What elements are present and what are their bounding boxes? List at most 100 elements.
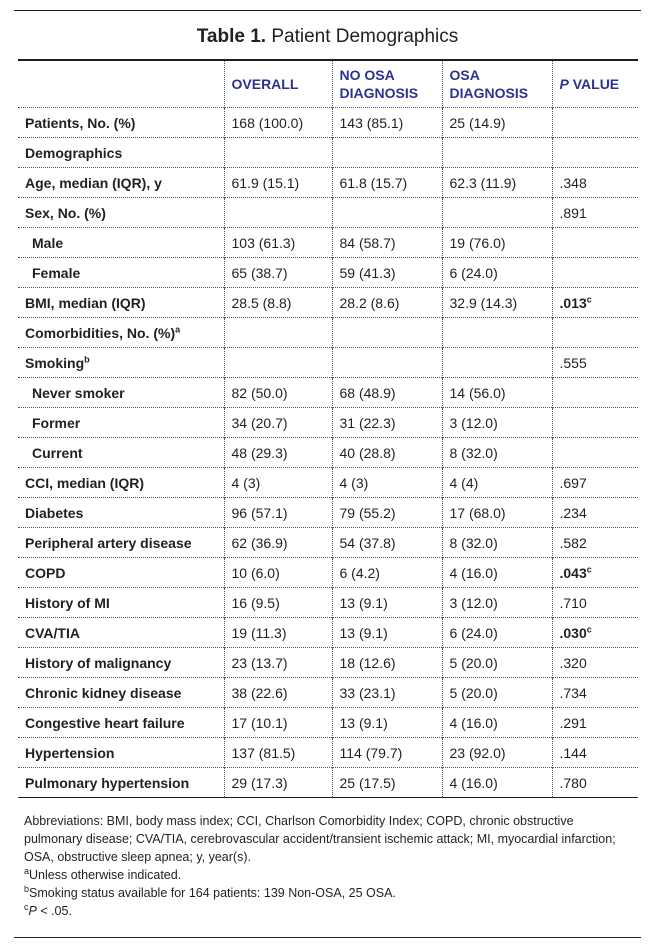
row-label-text: Sex, No. (%) [25,204,106,221]
p-value-text: .555 [559,354,587,371]
row-label-text: Peripheral artery disease [25,534,192,551]
row-label-text: Former [32,414,81,431]
cell-osa: 62.3 (11.9) [441,167,552,198]
table-row: Smokingb .555 [18,347,638,378]
table-row: COPD 10 (6.0) 6 (4.2) 4 (16.0) .043c [18,557,638,588]
p-value-text: .234 [559,504,587,521]
cell-overall: 29 (17.3) [223,767,332,798]
cell-p-value: .013c [551,287,638,318]
p-value-footnote-mark: c [586,563,592,574]
cell-osa: 14 (56.0) [441,377,552,408]
demographics-table: OVERALL NO OSA DIAGNOSIS OSA DIAGNOSIS P… [18,59,638,798]
cell-no-osa: 13 (9.1) [331,617,442,648]
header-overall: OVERALL [223,59,332,108]
cell-p-value [551,137,638,168]
cell-osa [441,317,552,348]
table-row: Peripheral artery disease 62 (36.9) 54 (37… [18,527,638,558]
table-row: CVA/TIA 19 (11.3) 13 (9.1) 6 (24.0) .030c [18,617,638,648]
cell-overall [223,317,332,348]
cell-p-value: .555 [551,347,638,378]
cell-no-osa: 33 (23.1) [331,677,442,708]
row-label-text: CVA/TIA [25,624,80,641]
row-label: Male [18,227,224,258]
footnote-b-text: Smoking status available for 164 patient… [29,886,396,900]
cell-osa: 4 (4) [441,467,552,498]
cell-no-osa: 84 (58.7) [331,227,442,258]
table-row: Hypertension 137 (81.5) 114 (79.7) 23 (92.0… [18,737,638,768]
cell-no-osa: 143 (85.1) [331,107,442,138]
cell-no-osa: 59 (41.3) [331,257,442,288]
table-row: CCI, median (IQR) 4 (3) 4 (3) 4 (4) .697 [18,467,638,498]
cell-p-value: .043c [551,557,638,588]
row-label: BMI, median (IQR) [18,287,224,318]
cell-overall [223,137,332,168]
cell-p-value [551,227,638,258]
row-label: COPD [18,557,224,588]
row-label-text: History of MI [25,594,110,611]
cell-overall: 19 (11.3) [223,617,332,648]
p-value-text: .320 [559,654,587,671]
table-row: Female 65 (38.7) 59 (41.3) 6 (24.0) [18,257,638,288]
cell-p-value: .582 [551,527,638,558]
table-row: Former 34 (20.7) 31 (22.3) 3 (12.0) [18,407,638,438]
table-notes: Abbreviations: BMI, body mass index; CCI… [24,812,624,920]
table-row: History of MI 16 (9.5) 13 (9.1) 3 (12.0) .71… [18,587,638,618]
p-value-footnote-mark: c [586,293,592,304]
row-label-text: Hypertension [25,744,115,761]
row-label: Demographics [18,137,224,168]
cell-osa: 4 (16.0) [441,767,552,798]
cell-p-value [551,317,638,348]
p-value-text: .582 [559,534,587,551]
cell-p-value [551,377,638,408]
row-label-text: CCI, median (IQR) [25,474,145,491]
cell-overall: 48 (29.3) [223,437,332,468]
cell-p-value: .291 [551,707,638,738]
row-label: Chronic kidney disease [18,677,224,708]
cell-p-value: .320 [551,647,638,678]
cell-osa: 3 (12.0) [441,587,552,618]
cell-no-osa: 54 (37.8) [331,527,442,558]
footnote-c-text: < .05. [36,904,72,918]
cell-overall: 23 (13.7) [223,647,332,678]
row-label-text: Current [32,444,83,461]
row-label: Never smoker [18,377,224,408]
header-p-italic: P [559,76,569,92]
cell-overall: 61.9 (15.1) [223,167,332,198]
cell-overall: 10 (6.0) [223,557,332,588]
table-row: History of malignancy 23 (13.7) 18 (12.6) 5… [18,647,638,678]
top-rule [14,10,641,11]
p-value-text: .030 [559,624,587,641]
row-label-text: COPD [25,564,66,581]
header-blank [18,59,224,108]
cell-overall: 34 (20.7) [223,407,332,438]
table-title-text: Patient Demographics [266,26,459,47]
header-p-rest: VALUE [568,76,620,92]
p-value-text: .043 [559,564,587,581]
table-title-label: Table 1. [196,26,267,47]
cell-no-osa [331,137,442,168]
cell-no-osa [331,317,442,348]
cell-overall: 65 (38.7) [223,257,332,288]
cell-p-value: .734 [551,677,638,708]
cell-p-value: .144 [551,737,638,768]
table-row: Age, median (IQR), y 61.9 (15.1) 61.8 (15.… [18,167,638,198]
bottom-rule [14,937,641,938]
cell-no-osa: 61.8 (15.7) [331,167,442,198]
cell-p-value: .780 [551,767,638,798]
cell-p-value: .891 [551,197,638,228]
footnote-c: cP < .05. [24,902,624,920]
cell-overall: 168 (100.0) [223,107,332,138]
table-row: Diabetes 96 (57.1) 79 (55.2) 17 (68.0) .234 [18,497,638,528]
row-label-text: BMI, median (IQR) [25,294,146,311]
cell-osa: 5 (20.0) [441,677,552,708]
cell-no-osa: 28.2 (8.6) [331,287,442,318]
row-label: History of MI [18,587,224,618]
row-label: Age, median (IQR), y [18,167,224,198]
cell-osa: 3 (12.0) [441,407,552,438]
row-label: Comorbidities, No. (%)a [18,317,224,348]
cell-no-osa [331,347,442,378]
footnote-c-mark: c [24,901,29,912]
cell-osa: 6 (24.0) [441,257,552,288]
footnote-a-mark: a [24,865,30,876]
row-label: Pulmonary hypertension [18,767,224,798]
